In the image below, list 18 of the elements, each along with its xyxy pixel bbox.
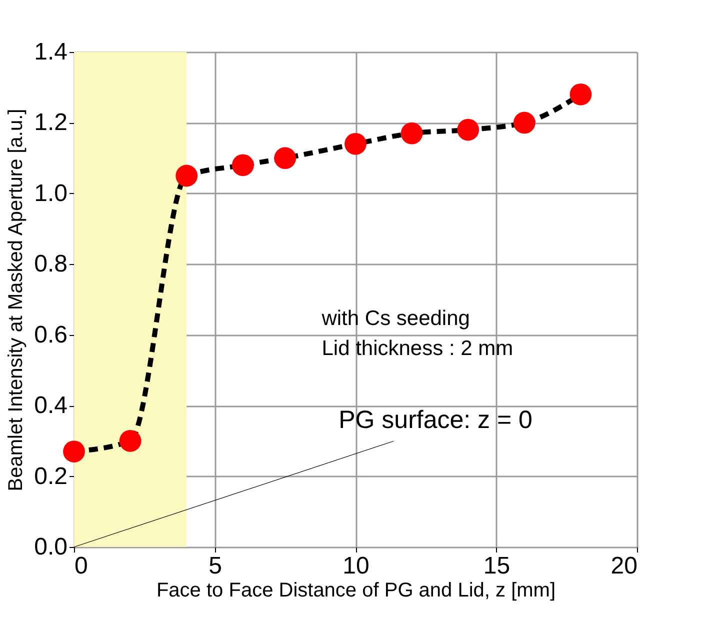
x-tick-label: 20 [610, 552, 638, 580]
y-tick-label: 1.4 [34, 38, 68, 66]
x-tick-label: 15 [483, 552, 510, 580]
annotation: Lid thickness : 2 mm [322, 336, 514, 360]
x-tick-label: 0 [74, 552, 88, 580]
y-tick-label: 0.4 [34, 392, 68, 420]
y-tick-label: 0.8 [34, 250, 68, 278]
y-tick-label: 0.6 [34, 321, 68, 348]
annotation: PG surface: z = 0 [338, 406, 532, 434]
y-tick-label: 0.0 [34, 534, 68, 560]
x-tick-label: 10 [342, 552, 370, 580]
y-tick-label: 1.0 [34, 180, 68, 207]
annotation: with Cs seeding [320, 307, 470, 330]
x-tick-label: 5 [208, 552, 222, 580]
x-axis-title: Face to Face Distance of PG and Lid, z [mm] [156, 580, 556, 602]
y-tick-label: 0.2 [34, 462, 68, 490]
y-tick-label: 1.2 [34, 109, 68, 136]
y-axis-title: Beamlet Intensity at Masked Aperture [a.u.] [5, 108, 28, 492]
